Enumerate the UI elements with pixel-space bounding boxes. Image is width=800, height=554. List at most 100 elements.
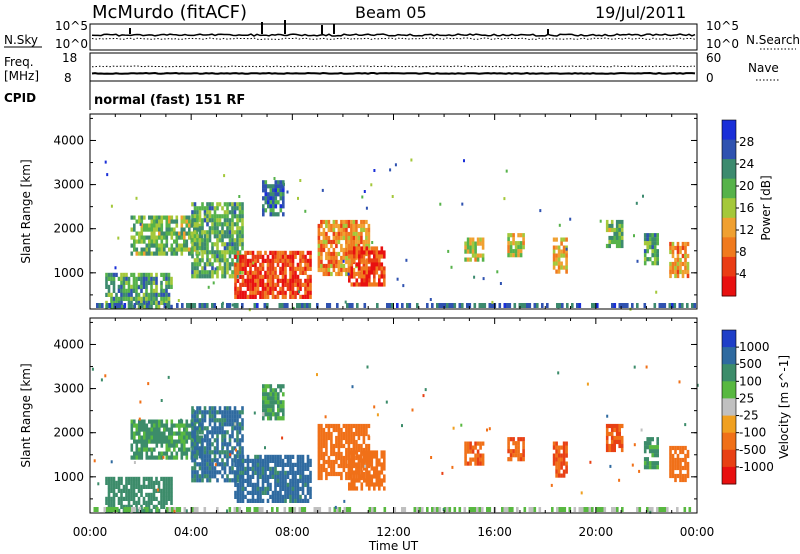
echo-cell bbox=[342, 423, 346, 429]
echo-cell bbox=[231, 430, 234, 435]
echo-cell bbox=[261, 486, 265, 491]
echo-cell bbox=[228, 254, 232, 259]
echo-cell bbox=[605, 443, 609, 449]
nave-label: Nave bbox=[748, 61, 779, 75]
echo-cell bbox=[163, 431, 166, 436]
ground-scatter-cell bbox=[253, 303, 257, 308]
echo-cell bbox=[643, 457, 647, 462]
echo-cell bbox=[138, 215, 141, 220]
echo-cell bbox=[327, 455, 331, 461]
y-tick-label: 4000 bbox=[53, 337, 84, 351]
echo-cell bbox=[213, 454, 217, 459]
echo-cell bbox=[363, 270, 366, 275]
ground-scatter-cell bbox=[351, 303, 354, 308]
echo-cell bbox=[152, 288, 156, 293]
colorbar-segment bbox=[722, 364, 736, 382]
echo-cell bbox=[218, 410, 222, 415]
echo-cell bbox=[256, 486, 260, 491]
ground-scatter-cell bbox=[631, 303, 634, 308]
echo-cell bbox=[206, 274, 209, 279]
echo-cell bbox=[375, 478, 379, 483]
echo-cell bbox=[191, 222, 194, 227]
echo-cell bbox=[274, 416, 278, 421]
echo-cell bbox=[347, 235, 351, 241]
echo-cell bbox=[238, 270, 242, 275]
echo-cell bbox=[241, 438, 244, 443]
speckle-cell bbox=[496, 270, 499, 274]
echo-cell bbox=[228, 210, 232, 215]
echo-cell bbox=[653, 233, 657, 238]
echo-cell bbox=[610, 439, 614, 445]
echo-cell bbox=[294, 494, 297, 499]
echo-cell bbox=[115, 300, 118, 305]
echo-cell bbox=[244, 278, 247, 283]
echo-cell bbox=[348, 474, 351, 479]
echo-cell bbox=[279, 416, 283, 421]
echo-cell bbox=[646, 233, 649, 238]
echo-cell bbox=[241, 486, 245, 491]
speckle-cell bbox=[204, 212, 206, 216]
echo-cell bbox=[203, 214, 207, 219]
echo-cell bbox=[674, 457, 677, 463]
echo-cell bbox=[306, 474, 310, 479]
echo-cell bbox=[507, 245, 510, 250]
ground-scatter-cell bbox=[533, 507, 537, 512]
speckle-cell bbox=[363, 190, 366, 193]
speckle-cell bbox=[104, 374, 107, 378]
echo-cell bbox=[279, 400, 283, 405]
echo-cell bbox=[140, 435, 144, 440]
echo-cell bbox=[317, 255, 321, 261]
echo-cell bbox=[469, 449, 472, 454]
echo-cell bbox=[375, 470, 379, 475]
echo-cell bbox=[122, 280, 126, 285]
echo-cell bbox=[299, 294, 302, 299]
echo-cell bbox=[201, 478, 204, 483]
echo-cell bbox=[158, 219, 161, 224]
echo-cell bbox=[350, 282, 354, 287]
echo-cell bbox=[140, 227, 144, 232]
echo-cell bbox=[142, 300, 146, 305]
echo-cell bbox=[135, 276, 138, 281]
echo-cell bbox=[198, 251, 201, 256]
echo-cell bbox=[234, 290, 237, 295]
echo-cell bbox=[238, 454, 242, 459]
echo-cell bbox=[671, 249, 675, 255]
echo-cell bbox=[648, 437, 652, 442]
echo-cell bbox=[178, 439, 181, 444]
echo-cell bbox=[330, 223, 333, 229]
echo-cell bbox=[613, 235, 616, 241]
echo-cell bbox=[145, 427, 149, 432]
echo-cell bbox=[653, 257, 657, 262]
echo-cell bbox=[148, 431, 151, 436]
echo-cell bbox=[279, 192, 283, 197]
echo-cell bbox=[340, 455, 343, 461]
echo-cell bbox=[281, 462, 285, 467]
echo-cell bbox=[226, 266, 229, 271]
echo-cell bbox=[613, 423, 616, 429]
echo-cell bbox=[208, 462, 212, 467]
echo-cell bbox=[206, 250, 209, 255]
echo-cell bbox=[254, 486, 257, 491]
echo-cell bbox=[206, 410, 209, 415]
echo-cell bbox=[340, 259, 343, 265]
echo-cell bbox=[110, 504, 113, 509]
echo-cell bbox=[269, 188, 273, 193]
echo-cell bbox=[163, 251, 166, 256]
echo-cell bbox=[193, 414, 197, 419]
echo-cell bbox=[671, 473, 675, 479]
echo-cell bbox=[555, 261, 558, 266]
echo-cell bbox=[304, 266, 307, 271]
echo-cell bbox=[193, 422, 197, 427]
echo-cell bbox=[264, 396, 268, 401]
echo-cell bbox=[193, 458, 197, 463]
ground-scatter-cell bbox=[203, 303, 207, 308]
ground-scatter-cell bbox=[123, 303, 127, 308]
echo-cell bbox=[117, 276, 121, 281]
echo-cell bbox=[203, 210, 207, 215]
echo-cell bbox=[180, 251, 184, 256]
echo-cell bbox=[256, 270, 260, 275]
echo-cell bbox=[362, 427, 366, 433]
echo-cell bbox=[684, 473, 687, 479]
echo-cell bbox=[231, 210, 234, 215]
echo-cell bbox=[562, 469, 566, 474]
